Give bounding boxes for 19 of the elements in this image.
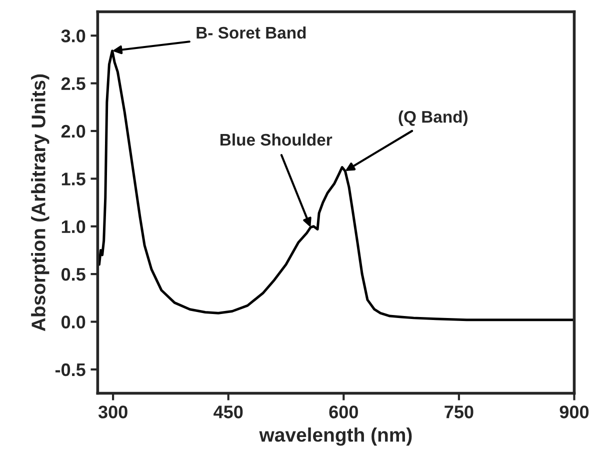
- x-tick-label: 600: [329, 406, 358, 418]
- y-tick-label: 3.0: [61, 30, 86, 42]
- x-axis-title: wavelength (nm): [259, 427, 412, 446]
- x-tick-label: 300: [98, 406, 128, 418]
- y-tick-label: 2.5: [61, 77, 86, 90]
- y-tick-label: 2.0: [61, 124, 86, 138]
- x-tick-label: 450: [214, 406, 243, 418]
- annotation: B- Soret Band: [196, 26, 306, 39]
- annotation: Blue Shoulder: [220, 133, 332, 146]
- y-tick-label: -0.5: [55, 363, 86, 376]
- y-tick-label: 0.0: [61, 316, 86, 328]
- x-tick-label: 900: [560, 406, 589, 418]
- y-tick-label: 0.5: [61, 268, 86, 281]
- y-tick-label: 1.0: [62, 220, 86, 234]
- annotation: (Q Band): [398, 110, 468, 126]
- y-axis-title: Absorption (Arbitrary Units): [31, 74, 50, 332]
- x-tick-label: 750: [444, 406, 474, 418]
- line-series: [98, 50, 574, 322]
- y-tick-label: 1.5: [62, 172, 86, 186]
